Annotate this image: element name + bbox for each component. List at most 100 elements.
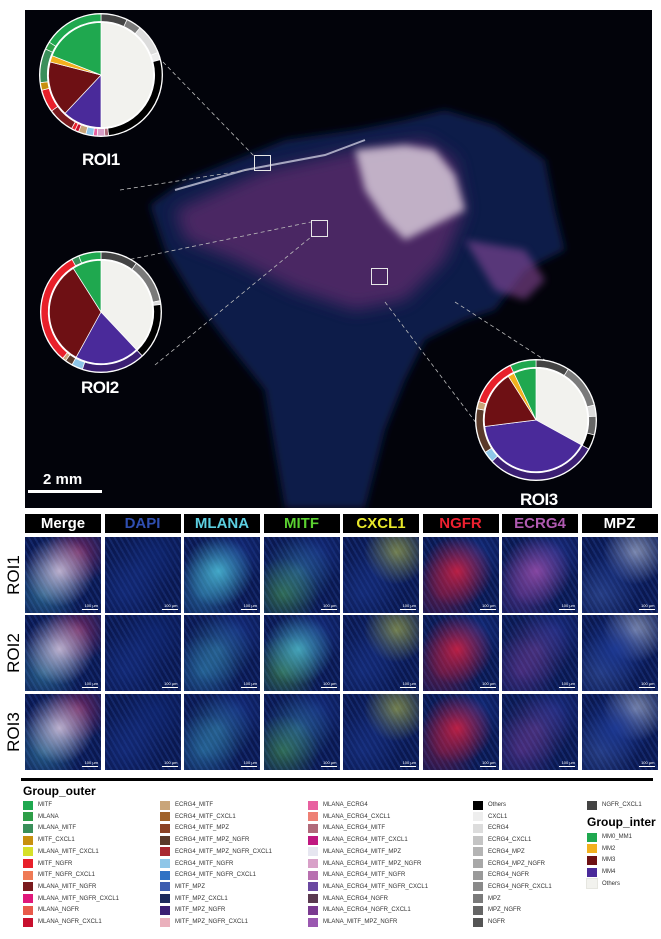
tile-roi2-mpz: 100 µm xyxy=(581,615,658,691)
legend-item-outer: ECRG4_MITF_CXCL1 xyxy=(160,812,236,822)
tile-roi2-dapi: 100 µm xyxy=(104,615,181,691)
legend-swatch xyxy=(160,835,170,845)
legend-label: MITF_MPZ_CXCL1 xyxy=(175,895,228,902)
legend-item-inter: MM3 xyxy=(587,855,615,865)
legend-swatch xyxy=(473,823,483,833)
scale-bar-label: 2 mm xyxy=(43,471,83,488)
legend-item-outer: MPZ xyxy=(473,894,501,904)
tile-roi2-mlana: 100 µm xyxy=(184,615,260,691)
inner-slice-mm0-mm1 xyxy=(72,260,102,314)
legend-label: MLANA_MITF_NGFR xyxy=(38,883,97,890)
header-merge: Merge xyxy=(25,514,101,533)
legend-label: MLANA_ECRG4_NGFR xyxy=(323,895,389,902)
legend-swatch xyxy=(308,894,318,904)
legend-label: MM3 xyxy=(602,857,616,864)
roi3-label: ROI3 xyxy=(520,490,558,508)
tile-scale-label: 100 µm xyxy=(482,603,496,608)
legend-item-outer: NGFR_CXCL1 xyxy=(587,800,642,810)
tissue-section xyxy=(39,13,597,508)
legend-label: MM2 xyxy=(602,845,616,852)
tissue-edge xyxy=(465,240,545,300)
tile-scale-bar xyxy=(82,608,98,610)
tile-scale-bar xyxy=(479,765,496,767)
legend-swatch xyxy=(23,894,33,904)
pie-charts xyxy=(39,13,597,481)
legend-swatch xyxy=(587,832,597,842)
row-label-roi2: ROI2 xyxy=(4,633,23,673)
tile-scale-label: 100 µm xyxy=(164,603,178,608)
legend-label: CXCL1 xyxy=(488,813,508,820)
legend-swatch xyxy=(473,847,483,857)
legend-label: ECRG4_MPZ xyxy=(488,848,525,855)
inner-slice-others xyxy=(535,368,588,446)
legend-item-outer: MITF_NGFR_CXCL1 xyxy=(23,870,95,880)
legend-label: MLANA_NGFR_CXCL1 xyxy=(38,919,102,925)
legend-item-outer: MLANA_MITF_MPZ_NGFR xyxy=(308,917,397,927)
tile-scale-label: 100 µm xyxy=(402,760,416,765)
roi3-box[interactable] xyxy=(371,268,388,285)
tile-scale-bar xyxy=(320,765,337,767)
tile-scale-label: 100 µm xyxy=(561,681,575,686)
legend-item-outer: MLANA xyxy=(23,812,59,822)
inner-slice-others xyxy=(100,22,154,128)
tile-scale-label: 100 µm xyxy=(561,760,575,765)
tile-scale-label: 100 µm xyxy=(84,603,98,608)
legend-label: MLANA_MITF_CXCL1 xyxy=(38,848,99,855)
roi2-label: ROI2 xyxy=(81,378,119,397)
tile-roi2-ngfr: 100 µm xyxy=(422,615,499,691)
legend-item-outer: MITF xyxy=(23,800,52,810)
legend-swatch xyxy=(308,800,318,810)
legend-item-outer: ECRG4_MPZ_NGFR xyxy=(473,859,545,869)
legend-item-outer: MLANA_NGFR xyxy=(23,905,79,915)
legend-swatch xyxy=(308,823,318,833)
legend-swatch xyxy=(160,905,170,915)
legend-swatch xyxy=(473,800,483,810)
row-label-roi3: ROI3 xyxy=(4,712,23,752)
legend-label: MLANA_ECRG4_MITF_MPZ_NGFR xyxy=(323,860,422,867)
legend-item-outer: ECRG4_NGFR xyxy=(473,870,529,880)
legend-swatch xyxy=(587,800,597,810)
legend-item-inter: MM0_MM1 xyxy=(587,832,632,842)
legend-item-outer: MLANA_ECRG4_MITF xyxy=(308,823,385,833)
legend-item-outer: MLANA_MITF_CXCL1 xyxy=(23,847,99,857)
legend-item-outer: MITF_MPZ_CXCL1 xyxy=(160,894,228,904)
roi1-box[interactable] xyxy=(254,155,271,171)
inner-slice-mm3 xyxy=(484,375,537,427)
tile-scale-bar xyxy=(638,686,655,688)
header-cxcl1: CXCL1 xyxy=(343,514,419,533)
legend-item-outer: MLANA_ECRG4_MITF_CXCL1 xyxy=(308,835,408,845)
legend-label: MPZ_NGFR xyxy=(488,907,521,914)
legend-label: ECRG4_MITF_CXCL1 xyxy=(175,813,236,820)
tile-scale-bar xyxy=(400,608,416,610)
legend-label: MLANA_ECRG4_MITF_MPZ xyxy=(323,848,402,855)
tissue-epidermis-line xyxy=(174,139,366,191)
legend-item-inter: Others xyxy=(586,878,620,890)
tile-scale-label: 100 µm xyxy=(641,681,655,686)
legend-swatch xyxy=(160,823,170,833)
tile-scale-label: 100 µm xyxy=(402,603,416,608)
legend-label: MITF_MPZ_NGFR_CXCL1 xyxy=(175,919,249,925)
tile-scale-bar xyxy=(320,686,337,688)
legend-item-outer: MITF_MPZ_NGFR_CXCL1 xyxy=(160,917,248,927)
legend-item-outer: ECRG4_MITF_NGFR_CXCL1 xyxy=(160,870,256,880)
legend-swatch xyxy=(473,894,483,904)
tile-roi1-cxcl1: 100 µm xyxy=(343,537,419,613)
tissue-overview-image: ROI1 ROI2 ROI3 2 mm xyxy=(25,10,652,508)
legend-swatch xyxy=(586,878,598,890)
legend-swatch xyxy=(587,855,597,865)
legend-item-outer: ECRG4_MITF_NGFR xyxy=(160,859,233,869)
legend-item-outer: MLANA_ECRG4_MITF_NGFR_CXCL1 xyxy=(308,882,428,892)
tile-scale-bar xyxy=(559,765,575,767)
tile-scale-bar xyxy=(479,608,496,610)
legend-swatch xyxy=(473,859,483,868)
legend-item-outer: MLANA_MITF xyxy=(23,823,76,833)
tile-scale-bar xyxy=(161,686,178,688)
legend-swatch xyxy=(160,870,170,880)
legend-label: MLANA_ECRG4_MITF_NGFR xyxy=(323,872,406,879)
inner-slice-mm4 xyxy=(75,311,137,364)
tile-roi3-mpz: 100 µm xyxy=(581,694,658,770)
inner-slice-mm3 xyxy=(48,61,102,114)
roi2-box[interactable] xyxy=(311,220,328,237)
tile-roi3-merge: 100 µm xyxy=(25,694,101,770)
outer-slice-mlana-ecrg4-mitf-mpz-ngfr xyxy=(96,128,106,137)
